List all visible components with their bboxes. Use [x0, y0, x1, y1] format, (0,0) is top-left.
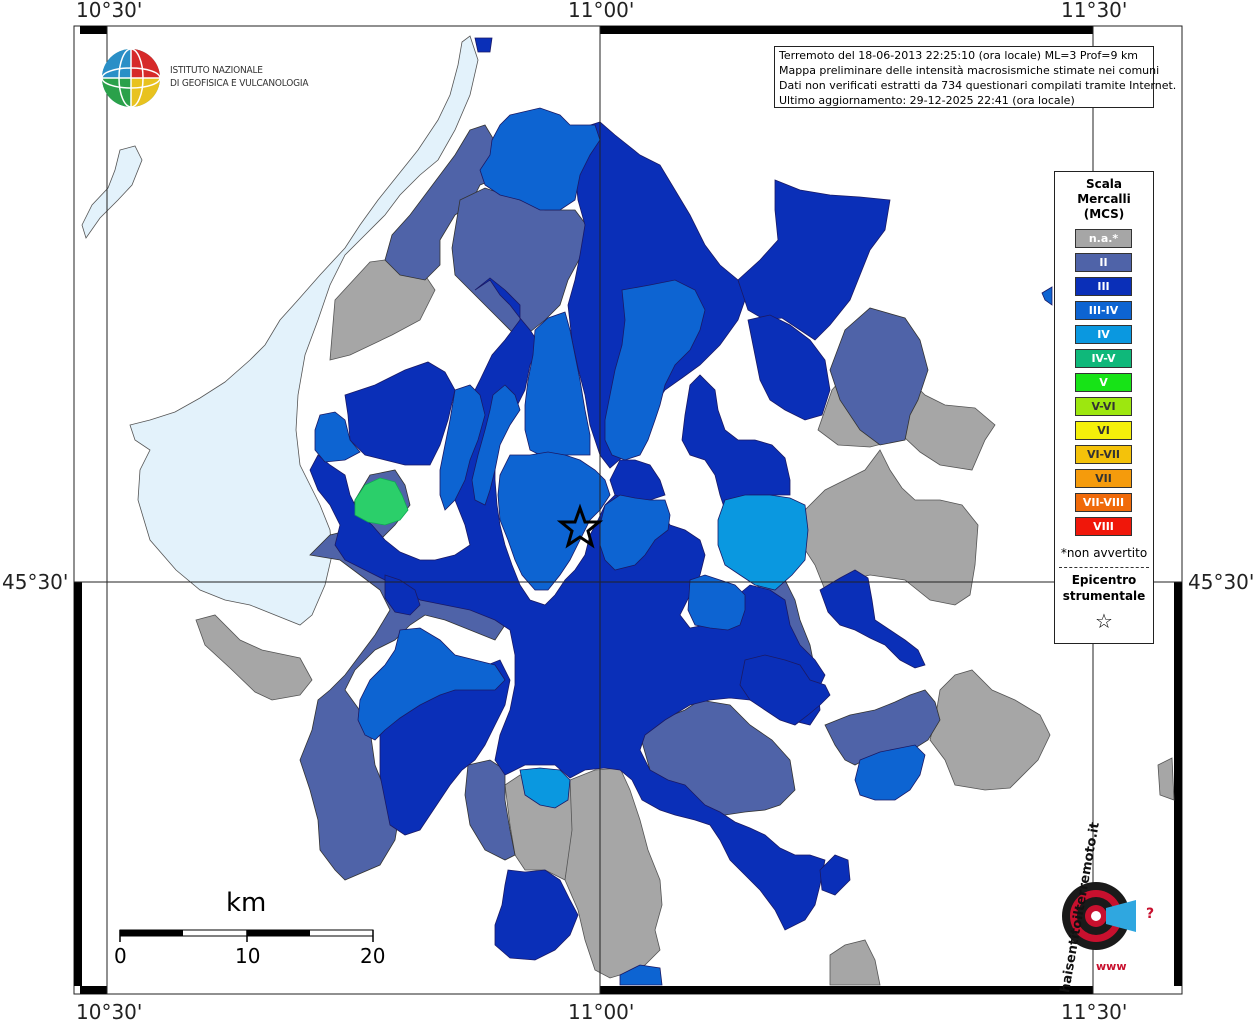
coord-bottom-center: 11°00'	[568, 1000, 635, 1024]
info-line-3: Dati non verificati estratti da 734 ques…	[779, 79, 1177, 92]
scale-label-20: 20	[360, 944, 386, 968]
coord-left: 45°30'	[2, 570, 69, 594]
legend-epicenter-line1: Epicentro	[1071, 573, 1137, 587]
mcs-legend: Scala Mercalli (MCS) n.a.* II III III-IV IV I…	[1054, 171, 1154, 644]
coord-top-left: 10°30'	[76, 0, 143, 22]
region-intensity-IV-V	[354, 477, 409, 526]
hai-sentito-url: www	[1096, 960, 1127, 973]
legend-item: VIII	[1075, 517, 1132, 536]
region-intensity-IV	[519, 494, 809, 809]
legend-item: V	[1075, 373, 1132, 392]
info-line-1: Terremoto del 18-06-2013 22:25:10 (ora l…	[779, 49, 1139, 62]
legend-item: III	[1075, 277, 1132, 296]
ingv-globe-logo	[100, 47, 162, 113]
info-line-2: Mappa preliminare delle intensità macros…	[779, 64, 1160, 77]
ingv-line2: DI GEOFISICA E VULCANOLOGIA	[170, 78, 309, 89]
scale-bar	[119, 929, 374, 942]
scale-label-10: 10	[235, 944, 261, 968]
legend-item: IV-V	[1075, 349, 1132, 368]
legend-epicenter-line2: strumentale	[1062, 589, 1146, 603]
hai-sentito-logo: ? haisentitoilterremoto.it www	[1034, 821, 1174, 994]
coord-top-center: 11°00'	[568, 0, 635, 22]
coord-bottom-left: 10°30'	[76, 1000, 143, 1024]
ingv-logo-text: ISTITUTO NAZIONALE DI GEOFISICA E VULCAN…	[170, 64, 309, 90]
legend-item: III-IV	[1075, 301, 1132, 320]
legend-item: VII-VIII	[1075, 493, 1132, 512]
legend-title-line1: Scala	[1085, 177, 1123, 191]
epicenter-star-icon	[556, 503, 604, 549]
region-na	[195, 257, 1175, 986]
legend-item: VI	[1075, 421, 1132, 440]
legend-title-line2: Mercalli	[1077, 192, 1131, 206]
scale-label-0: 0	[114, 944, 127, 968]
legend-item: II	[1075, 253, 1132, 272]
coord-right: 45°30'	[1188, 570, 1255, 594]
coord-bottom-right: 11°30'	[1061, 1000, 1128, 1024]
legend-item: IV	[1075, 325, 1132, 344]
legend-star-icon: ☆	[1095, 609, 1113, 633]
event-info-box: Terremoto del 18-06-2013 22:25:10 (ora l…	[774, 46, 1177, 108]
legend-item: V-VI	[1075, 397, 1132, 416]
scale-unit: km	[226, 888, 267, 918]
frame-border-ticks	[74, 26, 1182, 994]
ingv-line1: ISTITUTO NAZIONALE	[170, 65, 263, 76]
svg-text:?: ?	[1146, 906, 1154, 922]
info-line-4: Ultimo aggiornamento: 29-12-2025 22:41 (…	[779, 94, 1075, 107]
legend-title: Scala Mercalli (MCS)	[1055, 177, 1153, 222]
small-lake	[81, 145, 143, 239]
legend-separator	[1059, 567, 1149, 568]
legend-item: VII	[1075, 469, 1132, 488]
region-intensity-III-IV	[314, 107, 1053, 986]
legend-epicenter-label: Epicentro strumentale	[1055, 572, 1153, 604]
legend-note: *non avvertito	[1060, 546, 1148, 560]
legend-title-line3: (MCS)	[1083, 207, 1125, 221]
legend-item: n.a.*	[1075, 229, 1132, 248]
legend-item: VI-VII	[1075, 445, 1132, 464]
lake-garda	[129, 35, 479, 626]
coord-top-right: 11°30'	[1061, 0, 1128, 22]
